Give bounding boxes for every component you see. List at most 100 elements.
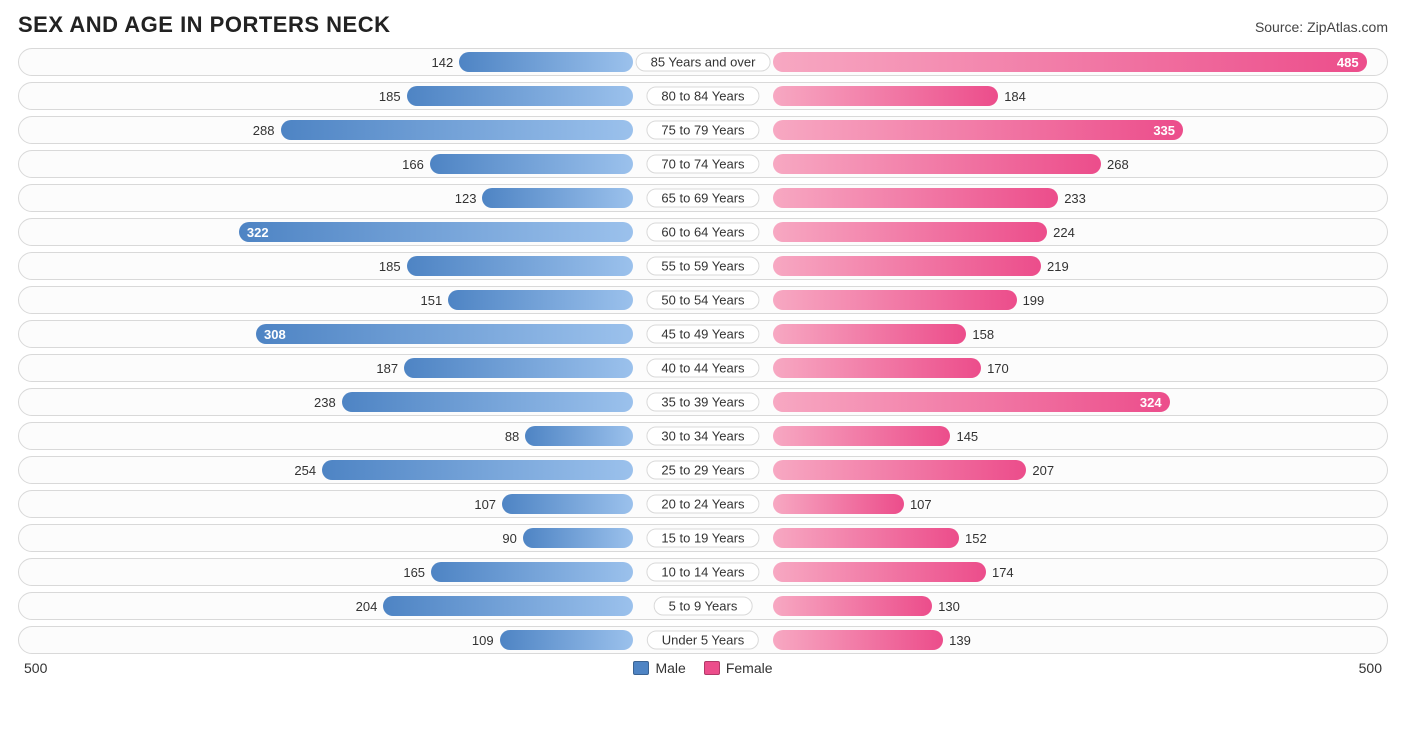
age-label: 45 to 49 Years xyxy=(646,325,759,344)
male-bar xyxy=(523,528,633,548)
male-bar: 308 xyxy=(256,324,633,344)
age-label: 85 Years and over xyxy=(636,53,771,72)
female-value: 170 xyxy=(987,361,1009,376)
table-row: 185 184 80 to 84 Years xyxy=(18,82,1388,110)
female-swatch-icon xyxy=(704,661,720,675)
female-bar xyxy=(773,528,959,548)
female-bar xyxy=(773,562,986,582)
footer: 500 Male Female 500 xyxy=(18,660,1388,676)
table-row: 2041305 to 9 Years xyxy=(18,592,1388,620)
age-label: 40 to 44 Years xyxy=(646,359,759,378)
male-bar xyxy=(322,460,633,480)
age-label: Under 5 Years xyxy=(647,631,759,650)
male-value: 185 xyxy=(379,259,401,274)
male-bar xyxy=(342,392,633,412)
male-value: 238 xyxy=(314,395,336,410)
male-value: 166 xyxy=(402,157,424,172)
table-row: 238 324 35 to 39 Years xyxy=(18,388,1388,416)
male-value: 123 xyxy=(455,191,477,206)
male-value: 308 xyxy=(264,327,286,342)
age-label: 15 to 19 Years xyxy=(646,529,759,548)
male-bar xyxy=(500,630,633,650)
age-label: 50 to 54 Years xyxy=(646,291,759,310)
female-bar: 335 xyxy=(773,120,1183,140)
female-value: 174 xyxy=(992,565,1014,580)
legend-item-female: Female xyxy=(704,660,773,676)
male-bar xyxy=(431,562,633,582)
male-bar xyxy=(525,426,633,446)
female-value: 324 xyxy=(1140,395,1162,410)
table-row: 185 219 55 to 59 Years xyxy=(18,252,1388,280)
female-value: 233 xyxy=(1064,191,1086,206)
axis-right-label: 500 xyxy=(1359,660,1388,676)
table-row: 16626870 to 74 Years xyxy=(18,150,1388,178)
table-row: 30815845 to 49 Years xyxy=(18,320,1388,348)
male-bar xyxy=(459,52,633,72)
female-bar: 485 xyxy=(773,52,1367,72)
female-bar xyxy=(773,188,1058,208)
female-bar xyxy=(773,324,966,344)
table-row: 8814530 to 34 Years xyxy=(18,422,1388,450)
male-bar xyxy=(407,86,633,106)
female-bar xyxy=(773,460,1026,480)
male-swatch-icon xyxy=(633,661,649,675)
male-value: 185 xyxy=(379,89,401,104)
age-label: 55 to 59 Years xyxy=(646,257,759,276)
female-bar: 324 xyxy=(773,392,1170,412)
axis-left-label: 500 xyxy=(18,660,47,676)
female-bar xyxy=(773,358,981,378)
female-bar xyxy=(773,256,1041,276)
male-bar xyxy=(383,596,633,616)
male-value: 151 xyxy=(420,293,442,308)
female-value: 184 xyxy=(1004,89,1026,104)
male-bar xyxy=(502,494,633,514)
female-value: 224 xyxy=(1053,225,1075,240)
source: Source: ZipAtlas.com xyxy=(1255,19,1388,35)
female-bar xyxy=(773,426,950,446)
female-bar xyxy=(773,596,932,616)
female-value: 219 xyxy=(1047,259,1069,274)
source-name: ZipAtlas.com xyxy=(1307,19,1388,35)
legend-female-label: Female xyxy=(726,660,773,676)
header: SEX AND AGE IN PORTERS NECK Source: ZipA… xyxy=(18,12,1388,38)
female-bar xyxy=(773,494,904,514)
female-value: 207 xyxy=(1032,463,1054,478)
table-row: 18717040 to 44 Years xyxy=(18,354,1388,382)
age-label: 25 to 29 Years xyxy=(646,461,759,480)
table-row: 10710720 to 24 Years xyxy=(18,490,1388,518)
male-bar xyxy=(482,188,633,208)
female-value: 130 xyxy=(938,599,960,614)
male-value: 109 xyxy=(472,633,494,648)
table-row: 109 139 Under 5 Years xyxy=(18,626,1388,654)
male-bar xyxy=(404,358,633,378)
male-value: 88 xyxy=(505,429,519,444)
age-label: 70 to 74 Years xyxy=(646,155,759,174)
age-label: 5 to 9 Years xyxy=(654,597,753,616)
female-bar xyxy=(773,630,943,650)
legend: Male Female xyxy=(47,660,1358,676)
table-row: 322 224 60 to 64 Years xyxy=(18,218,1388,246)
age-label: 60 to 64 Years xyxy=(646,223,759,242)
male-bar xyxy=(281,120,634,140)
male-bar xyxy=(448,290,633,310)
age-label: 30 to 34 Years xyxy=(646,427,759,446)
female-value: 335 xyxy=(1153,123,1175,138)
female-bar xyxy=(773,290,1017,310)
male-value: 90 xyxy=(502,531,516,546)
table-row: 165 174 10 to 14 Years xyxy=(18,558,1388,586)
age-label: 20 to 24 Years xyxy=(646,495,759,514)
male-value: 107 xyxy=(474,497,496,512)
male-value: 165 xyxy=(403,565,425,580)
female-value: 485 xyxy=(1337,55,1359,70)
age-label: 80 to 84 Years xyxy=(646,87,759,106)
age-label: 35 to 39 Years xyxy=(646,393,759,412)
male-bar: 322 xyxy=(239,222,633,242)
table-row: 254 207 25 to 29 Years xyxy=(18,456,1388,484)
age-label: 10 to 14 Years xyxy=(646,563,759,582)
population-pyramid-chart: 14248585 Years and over18518480 to 84 Ye… xyxy=(18,48,1388,654)
male-value: 254 xyxy=(294,463,316,478)
chart-title: SEX AND AGE IN PORTERS NECK xyxy=(18,12,390,38)
table-row: 9015215 to 19 Years xyxy=(18,524,1388,552)
female-value: 139 xyxy=(949,633,971,648)
female-bar xyxy=(773,86,998,106)
